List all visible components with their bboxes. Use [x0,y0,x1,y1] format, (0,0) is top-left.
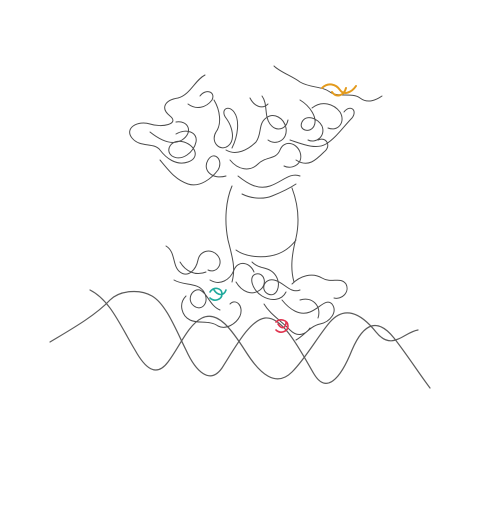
protein-interface-loops [235,273,287,300]
protein-backbone [129,65,383,341]
protein-domain-lower-right [251,261,348,341]
protein-domain-lower-left [165,245,255,328]
protein-domain-upper-right [249,65,383,164]
protein-loop-left-spike [213,99,239,149]
highlight-red-residue [275,319,289,333]
highlight-cyan-residue [209,287,227,301]
dna-strand-1 [49,290,431,389]
protein-central-stalk [225,183,299,283]
protein-domain-upper-center [225,95,302,188]
protein-domain-upper-left [129,74,227,186]
highlighted-residues [209,83,357,333]
dna-strand-2 [89,289,419,380]
highlight-orange-residue [321,83,357,97]
dna-double-helix [49,289,431,389]
